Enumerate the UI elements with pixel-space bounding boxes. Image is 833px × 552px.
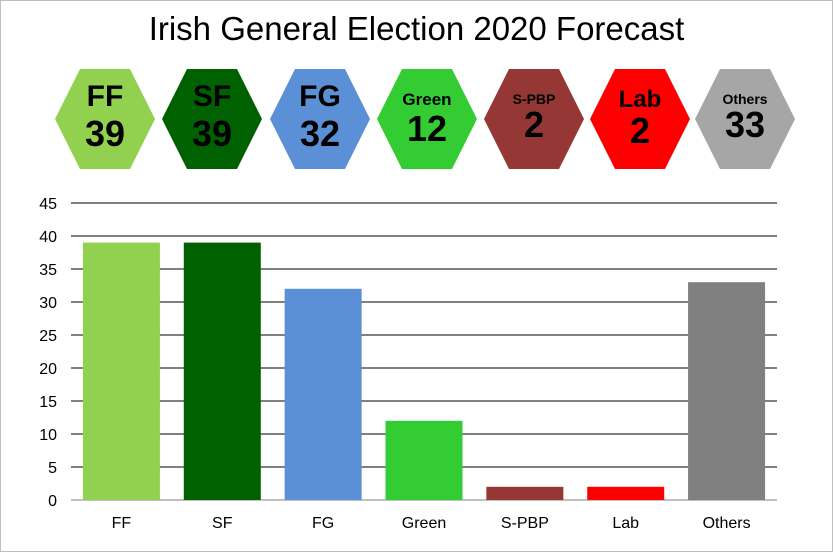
badge-seat-count: 32 bbox=[299, 113, 341, 154]
y-tick-label: 0 bbox=[48, 493, 57, 510]
badge-party-name: FF bbox=[86, 80, 124, 113]
badge-others: Others 33 bbox=[695, 69, 795, 169]
bar-others bbox=[688, 282, 766, 500]
y-tick-label: 15 bbox=[39, 394, 57, 411]
badge-party-name: Others bbox=[722, 91, 768, 107]
y-tick-label: 25 bbox=[39, 328, 57, 345]
y-tick-label: 30 bbox=[39, 295, 57, 312]
y-tick-label: 40 bbox=[39, 229, 57, 246]
y-tick-label: 20 bbox=[39, 361, 57, 378]
y-tick-label: 5 bbox=[48, 460, 57, 477]
badge-seat-count: 39 bbox=[191, 113, 233, 154]
bar-green bbox=[385, 420, 463, 500]
badge-seat-count: 2 bbox=[523, 104, 545, 145]
y-tick-label: 45 bbox=[39, 196, 57, 213]
x-tick-label: Others bbox=[703, 515, 751, 532]
chart-title: Irish General Election 2020 Forecast bbox=[148, 10, 685, 47]
badge-party-name: Green bbox=[402, 90, 452, 109]
badge-seat-count: 12 bbox=[406, 108, 448, 149]
badge-party-name: S-PBP bbox=[512, 91, 556, 107]
badge-party-name: SF bbox=[192, 80, 232, 113]
badge-seat-count: 39 bbox=[84, 113, 126, 154]
x-tick-label: FF bbox=[112, 515, 132, 532]
x-tick-label: SF bbox=[212, 515, 233, 532]
bar-ff bbox=[82, 242, 160, 500]
x-tick-label: Lab bbox=[612, 515, 639, 532]
badge-seat-count: 33 bbox=[724, 104, 766, 145]
bar-sf bbox=[183, 242, 261, 500]
badge-party-name: Lab bbox=[618, 86, 662, 113]
badge-party-name: FG bbox=[299, 80, 341, 113]
bar-fg bbox=[284, 288, 362, 500]
badge-lab: Lab 2 bbox=[590, 69, 690, 169]
y-tick-label: 10 bbox=[39, 427, 57, 444]
y-tick-label: 35 bbox=[39, 262, 57, 279]
x-tick-label: S-PBP bbox=[501, 515, 549, 532]
x-tick-label: Green bbox=[402, 515, 446, 532]
badge-seat-count: 2 bbox=[629, 110, 651, 151]
bar-lab bbox=[587, 486, 665, 500]
bar-spbp bbox=[486, 486, 564, 500]
x-tick-label: FG bbox=[312, 515, 334, 532]
seat-badges: FF 39 SF 39 FG 32 Green 12 S-PBP 2 Lab 2… bbox=[0, 0, 833, 180]
badge-sf: SF 39 bbox=[162, 69, 262, 169]
